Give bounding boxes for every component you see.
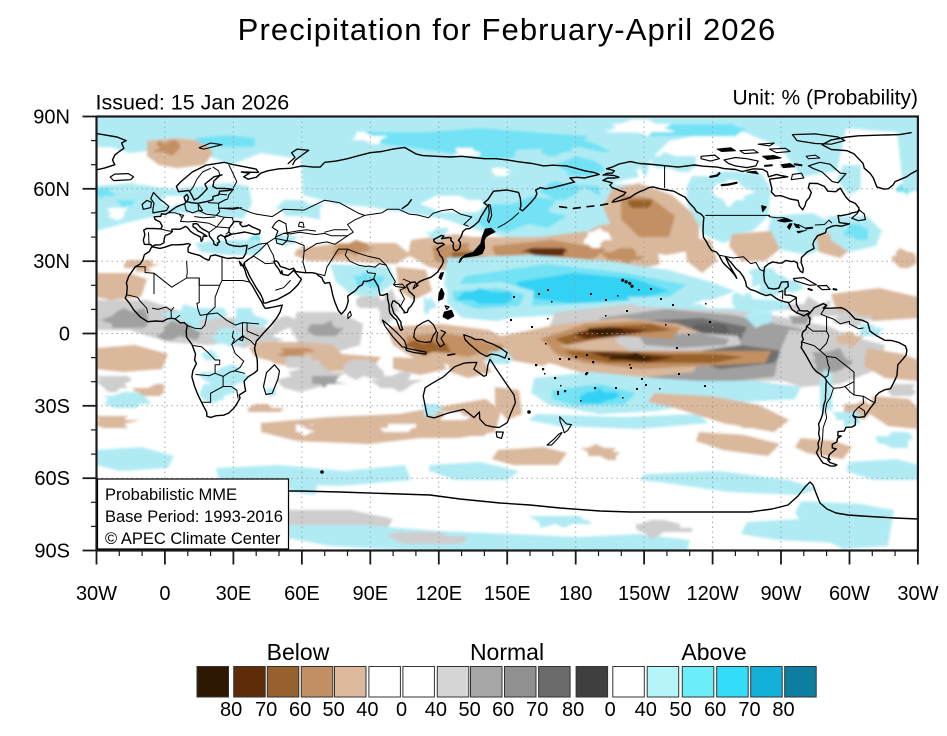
svg-text:50: 50 [322, 699, 344, 721]
svg-text:Normal: Normal [470, 639, 544, 665]
svg-text:30E: 30E [216, 583, 252, 605]
svg-text:60E: 60E [284, 583, 320, 605]
svg-text:120W: 120W [686, 583, 738, 605]
svg-text:70: 70 [526, 699, 548, 721]
svg-text:120E: 120E [415, 583, 462, 605]
svg-text:70: 70 [738, 699, 760, 721]
svg-text:80: 80 [220, 699, 242, 721]
svg-text:© APEC Climate Center: © APEC Climate Center [105, 530, 281, 548]
svg-text:0: 0 [59, 324, 70, 346]
svg-text:Precipitation for February-Apr: Precipitation for February-April 2026 [238, 12, 777, 47]
svg-text:30W: 30W [76, 583, 117, 605]
svg-text:60W: 60W [829, 583, 870, 605]
svg-text:40: 40 [635, 699, 657, 721]
svg-text:Base Period: 1993-2016: Base Period: 1993-2016 [105, 508, 283, 526]
svg-text:60: 60 [492, 699, 514, 721]
svg-text:80: 80 [562, 699, 584, 721]
svg-text:30S: 30S [34, 396, 70, 418]
svg-text:40: 40 [425, 699, 447, 721]
svg-text:70: 70 [255, 699, 277, 721]
svg-text:60: 60 [289, 699, 311, 721]
svg-text:150W: 150W [618, 583, 670, 605]
svg-text:60N: 60N [33, 179, 70, 201]
svg-text:90N: 90N [33, 107, 70, 129]
svg-text:0: 0 [605, 699, 616, 721]
svg-text:30N: 30N [33, 251, 70, 273]
svg-text:30W: 30W [897, 583, 938, 605]
svg-text:90E: 90E [353, 583, 389, 605]
svg-text:50: 50 [458, 699, 480, 721]
svg-text:Above: Above [681, 639, 746, 665]
svg-text:Unit: % (Probability): Unit: % (Probability) [732, 87, 918, 110]
svg-text:Below: Below [267, 639, 330, 665]
svg-text:Probabilistic MME: Probabilistic MME [105, 486, 237, 504]
svg-text:180: 180 [559, 583, 592, 605]
svg-text:0: 0 [396, 699, 407, 721]
svg-text:80: 80 [772, 699, 794, 721]
svg-text:150E: 150E [484, 583, 531, 605]
svg-text:60: 60 [704, 699, 726, 721]
svg-text:50: 50 [669, 699, 691, 721]
svg-text:60S: 60S [34, 468, 70, 490]
svg-text:0: 0 [159, 583, 170, 605]
svg-text:Issued: 15 Jan 2026: Issued: 15 Jan 2026 [96, 91, 290, 115]
svg-text:90S: 90S [34, 541, 70, 563]
svg-text:40: 40 [356, 699, 378, 721]
svg-text:90W: 90W [760, 583, 801, 605]
